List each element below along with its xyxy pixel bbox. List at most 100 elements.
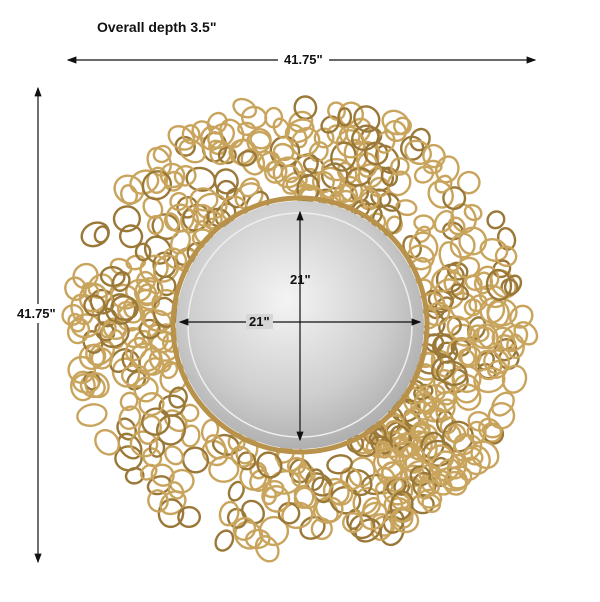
gold-loop [432,390,457,413]
gold-loop [142,447,163,468]
gold-loop [326,454,353,475]
gold-loop [450,283,470,301]
gold-loop [494,245,518,267]
gold-loop [446,424,462,444]
gold-loop [393,116,412,136]
gold-loop [237,121,257,137]
gold-loop [466,420,487,444]
gold-loop [372,447,405,480]
gold-loop [486,300,510,329]
gold-loop [476,265,500,291]
gold-loop [204,434,227,460]
gold-loop [470,440,500,470]
gold-loop [422,143,446,169]
gold-loop [227,480,245,502]
gold-loop [110,295,139,321]
gold-loop [133,376,159,403]
gold-loop [431,355,456,382]
gold-loop [83,294,106,317]
gold-loop [458,226,488,256]
gold-loop [111,271,131,292]
gold-loop [433,209,455,233]
gold-loop [164,445,184,466]
gold-loop [398,444,426,472]
gold-loop [206,111,228,135]
gold-loop [456,256,481,279]
gold-loop [478,284,508,309]
gold-loop [150,463,175,487]
gold-loop [479,238,509,262]
gold-loop [72,262,99,290]
gold-loop [272,117,291,139]
gold-loop [330,141,357,172]
gold-loop [337,107,353,127]
gold-loop [486,210,506,230]
gold-loop [113,174,145,205]
gold-loop [404,139,432,165]
gold-loop [167,125,196,151]
mirror-frame-rim [170,195,430,455]
gold-loop [159,162,186,189]
gold-loop [76,403,108,428]
gold-loop [293,485,318,510]
gold-loop [472,326,496,350]
gold-loop [180,403,200,423]
gold-loop [237,451,257,471]
gold-loop [118,224,144,249]
gold-loop [395,199,418,217]
gold-loop [181,124,201,145]
gold-loop [499,324,529,353]
gold-loop [99,265,126,288]
gold-loop [218,500,240,527]
gold-loop [232,97,258,119]
gold-loop [328,480,354,506]
gold-loop [363,141,389,166]
gold-loop [142,196,164,220]
gold-loop [232,516,257,541]
gold-loop [413,165,435,184]
gold-loop [129,169,160,195]
gold-loop [141,407,171,436]
gold-loop [368,176,390,198]
gold-loop [483,348,511,375]
gold-loop [481,422,503,439]
gold-loop [180,209,200,234]
gold-loop [234,520,264,550]
gold-loop [117,432,143,460]
gold-loop [351,124,380,152]
gold-loop [430,469,453,486]
gold-loop [207,122,235,150]
gold-loop [434,174,453,194]
gold-loop [487,402,516,430]
gold-loop [201,439,229,467]
gold-loop [158,394,186,417]
gold-loop [284,118,315,144]
gold-loop [463,203,483,222]
gold-loop [501,364,528,394]
gold-loop [345,117,372,145]
gold-loop [454,383,482,411]
gold-loop [435,398,456,422]
gold-loop [138,392,165,417]
gold-loop [173,165,197,187]
gold-loop [100,321,117,339]
gold-loop-frame [61,95,539,563]
gold-loop [291,465,313,488]
gold-loop [421,493,442,514]
mirror-width-label: 21" [246,314,273,329]
gold-loop [382,476,414,506]
gold-loop [491,391,515,417]
gold-loop [87,273,114,300]
gold-loop [180,424,201,448]
gold-loop [293,95,318,120]
gold-loop [476,323,499,350]
gold-loop [139,463,158,481]
gold-loop [384,120,408,142]
gold-loop [427,444,455,471]
gold-loop [399,135,425,161]
gold-loop [181,446,210,474]
gold-loop [214,529,235,552]
gold-loop [146,166,169,194]
overall-width-label: 41.75" [278,52,329,67]
gold-loop [313,127,335,149]
